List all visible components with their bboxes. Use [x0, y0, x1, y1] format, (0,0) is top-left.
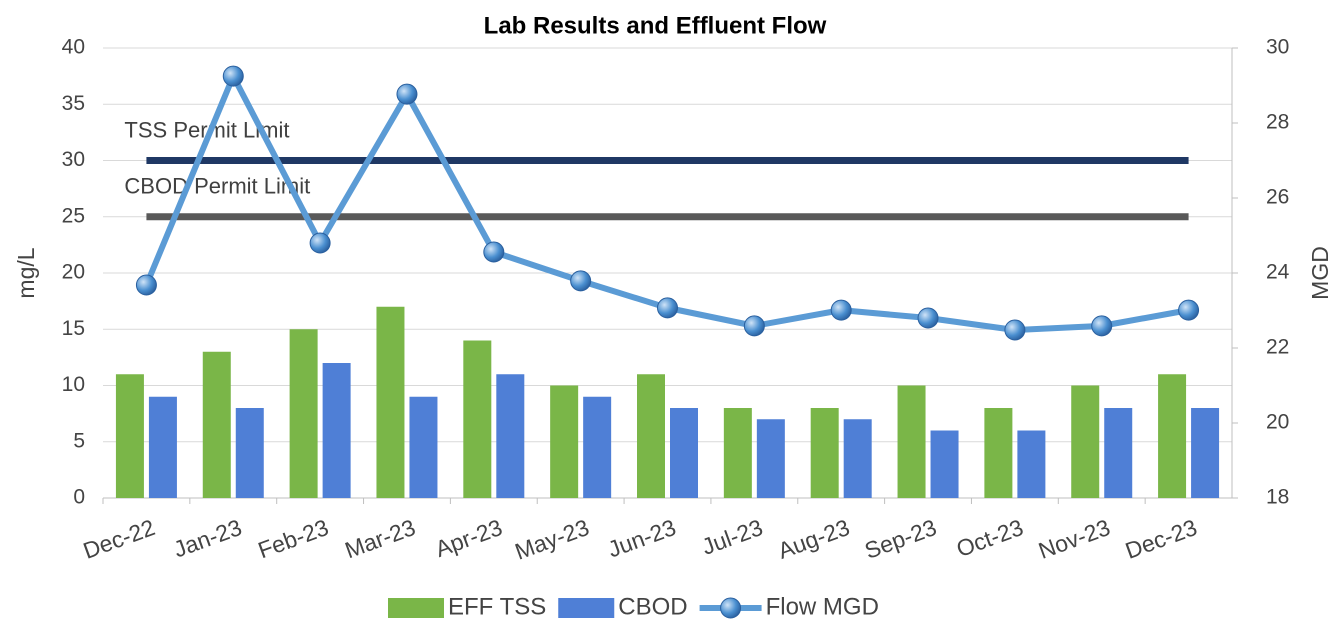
legend-label: CBOD: [618, 593, 687, 620]
legend-label: EFF TSS: [448, 593, 546, 620]
bar: [843, 419, 872, 498]
bar: [1017, 430, 1046, 498]
y-tick-label: 0: [73, 486, 85, 509]
x-tick-label: Mar-23: [341, 514, 418, 563]
line-marker: [657, 297, 678, 319]
y-tick-label: 20: [62, 261, 85, 284]
x-tick-label: Dec-23: [1122, 514, 1201, 564]
bar: [1071, 385, 1100, 498]
x-tick-label: Jan-23: [170, 514, 245, 562]
line-marker: [396, 83, 418, 105]
line-marker: [830, 299, 852, 321]
bar: [810, 408, 839, 498]
bar: [637, 374, 665, 498]
line-marker: [483, 241, 505, 263]
y2-tick-label: 30: [1266, 36, 1289, 59]
bar: [376, 306, 405, 498]
y2-tick-label: 20: [1266, 411, 1289, 434]
x-tick-label: Jun-23: [604, 514, 679, 562]
x-tick-label: Nov-23: [1035, 514, 1114, 564]
y2-tick-label: 26: [1266, 186, 1289, 209]
bar: [984, 408, 1013, 498]
bar: [1191, 408, 1220, 498]
bar: [1104, 408, 1133, 498]
legend-label: Flow MGD: [766, 593, 879, 620]
bar: [322, 363, 351, 498]
y-axis-label: mg/L: [13, 247, 39, 298]
x-tick-label: Feb-23: [255, 514, 332, 563]
bar: [202, 351, 231, 498]
bar: [409, 396, 438, 498]
y-tick-label: 5: [73, 429, 85, 452]
bar: [115, 374, 144, 498]
x-tick-label: Aug-23: [774, 514, 853, 564]
line-marker: [1091, 315, 1113, 337]
x-tick-label: Jul-23: [698, 514, 766, 560]
legend-swatch: [720, 597, 742, 619]
bar: [930, 430, 959, 498]
line-marker: [1004, 319, 1026, 341]
x-tick-label: Apr-23: [432, 514, 506, 562]
bar: [289, 329, 318, 498]
y-tick-label: 10: [62, 373, 85, 396]
line-marker: [570, 270, 592, 292]
bar: [235, 408, 264, 498]
line-marker: [222, 65, 244, 87]
y2-tick-label: 28: [1266, 111, 1289, 134]
x-tick-label: Dec-22: [80, 514, 159, 564]
bar: [148, 396, 177, 498]
x-tick-label: May-23: [511, 514, 592, 565]
y-tick-label: 40: [62, 36, 85, 59]
bar: [1158, 374, 1187, 498]
chart-title: Lab Results and Effluent Flow: [484, 12, 827, 39]
bar: [550, 385, 579, 498]
line-marker: [743, 315, 765, 337]
line-marker: [309, 232, 331, 254]
y-tick-label: 15: [62, 317, 85, 340]
legend-swatch: [388, 598, 444, 618]
bar: [723, 408, 752, 498]
bar: [897, 385, 926, 498]
y2-axis-label: MGD: [1307, 246, 1333, 300]
line-marker: [917, 307, 939, 329]
x-tick-label: Sep-23: [861, 514, 940, 564]
y2-tick-label: 22: [1266, 336, 1289, 359]
bar: [756, 419, 785, 498]
bar: [496, 374, 525, 498]
legend-swatch: [558, 598, 615, 618]
y2-tick-label: 24: [1266, 261, 1290, 284]
line-marker: [1178, 299, 1200, 321]
bar: [463, 340, 492, 498]
line-marker: [135, 274, 157, 296]
limit-label: CBOD Permit Limit: [124, 174, 310, 199]
bar: [670, 408, 698, 498]
y-tick-label: 25: [62, 204, 85, 227]
line-series: [143, 73, 1190, 333]
y-tick-label: 35: [62, 92, 85, 115]
y2-tick-label: 18: [1266, 486, 1289, 509]
bar: [583, 396, 612, 498]
y-tick-label: 30: [62, 148, 85, 171]
x-tick-label: Oct-23: [953, 514, 1027, 562]
